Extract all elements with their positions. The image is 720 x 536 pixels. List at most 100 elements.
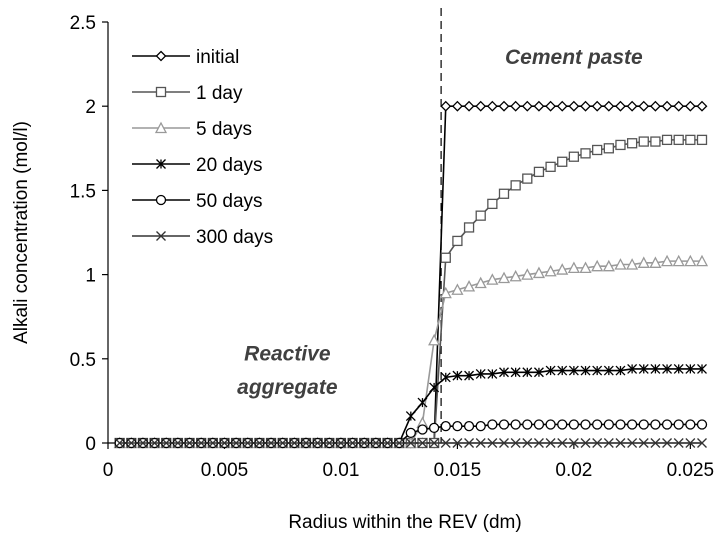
triangle-marker: [684, 254, 697, 267]
data-point: [603, 143, 614, 154]
data-point: [277, 438, 288, 448]
triangle-marker: [509, 269, 522, 282]
data-point: [533, 419, 545, 430]
data-point: [650, 136, 661, 147]
square-marker: [661, 134, 673, 146]
square-marker: [463, 222, 475, 233]
x-tick-label: 0.01: [322, 460, 359, 481]
y-tick-label: 0.5: [70, 350, 96, 371]
data-point: [661, 419, 673, 430]
data-point: [626, 419, 638, 430]
data-point: [522, 419, 533, 430]
data-point: [154, 121, 168, 134]
data-point: [627, 363, 638, 374]
data-point: [579, 261, 592, 274]
data-point: [662, 438, 673, 448]
data-point: [626, 138, 638, 149]
circle-marker: [626, 419, 638, 430]
y-tick-label: 2: [85, 97, 96, 118]
data-point: [660, 254, 674, 267]
cross-stroke: [464, 438, 475, 448]
cross-stroke: [440, 438, 451, 448]
circle-marker: [522, 419, 533, 430]
circle-marker: [580, 419, 591, 430]
cross-stroke: [114, 438, 125, 448]
data-point: [510, 367, 521, 378]
circle-marker: [405, 427, 416, 439]
circle-marker: [498, 419, 510, 430]
data-point: [370, 438, 381, 448]
cross-stroke: [638, 438, 649, 448]
diamond-marker: [475, 100, 487, 112]
legend-label: 20 days: [196, 155, 263, 176]
data-point: [510, 438, 521, 448]
data-point: [626, 258, 639, 270]
series-group: [113, 100, 709, 449]
data-point: [497, 271, 511, 284]
cross-stroke: [156, 231, 166, 241]
circle-marker: [463, 421, 475, 432]
data-point: [580, 148, 591, 159]
data-point: [161, 438, 172, 448]
circle-marker: [592, 419, 603, 430]
data-point: [602, 259, 615, 272]
data-point: [661, 100, 673, 112]
cross-stroke: [301, 438, 311, 448]
legend-item: 20 days: [132, 155, 263, 176]
legend: initial 1 day 5 days 20 days 50 days 300 days: [132, 47, 273, 248]
cross-stroke: [603, 438, 614, 448]
data-point: [592, 419, 603, 430]
triangle-marker: [579, 261, 592, 274]
cross-stroke: [277, 438, 288, 448]
cross-stroke: [685, 438, 696, 448]
data-point: [509, 269, 522, 282]
data-point: [557, 365, 568, 376]
data-point: [685, 419, 696, 430]
circle-marker: [475, 421, 486, 432]
triangle-marker: [637, 256, 650, 268]
data-point: [474, 276, 487, 289]
data-point: [627, 438, 638, 448]
data-point: [137, 438, 148, 448]
data-point: [673, 134, 684, 146]
data-point: [184, 438, 195, 448]
data-point: [510, 100, 522, 112]
data-point: [557, 419, 568, 430]
data-point: [556, 263, 569, 275]
data-point: [487, 419, 498, 430]
circle-marker: [615, 419, 626, 430]
circle-marker: [487, 419, 498, 430]
data-point: [405, 411, 416, 422]
square-marker: [615, 139, 626, 151]
square-marker: [545, 161, 556, 172]
x-tick-label: 0.02: [555, 460, 592, 481]
data-point: [475, 210, 486, 221]
cross-stroke: [137, 438, 148, 448]
data-point: [603, 419, 614, 430]
data-point: [533, 166, 545, 178]
data-point: [382, 438, 393, 448]
square-marker: [498, 188, 510, 199]
data-point: [603, 365, 614, 376]
data-point: [557, 156, 568, 167]
data-point: [464, 370, 475, 381]
square-marker: [510, 180, 521, 191]
data-point: [545, 161, 556, 172]
cross-stroke: [557, 438, 568, 448]
data-point: [673, 438, 684, 448]
annotations: Cement paste Reactive aggregate: [237, 46, 643, 399]
data-point: [417, 438, 428, 448]
data-point: [695, 254, 709, 267]
diamond-marker: [684, 100, 696, 112]
diamond-marker: [533, 100, 545, 112]
triangle-marker: [591, 259, 604, 272]
data-point: [440, 372, 451, 383]
x-tick-label: 0: [103, 460, 114, 481]
data-point: [510, 419, 521, 430]
legend-label: 300 days: [196, 227, 273, 248]
data-point: [440, 421, 451, 432]
data-point: [254, 438, 265, 448]
circle-marker: [568, 419, 580, 430]
triangle-marker: [486, 273, 499, 285]
